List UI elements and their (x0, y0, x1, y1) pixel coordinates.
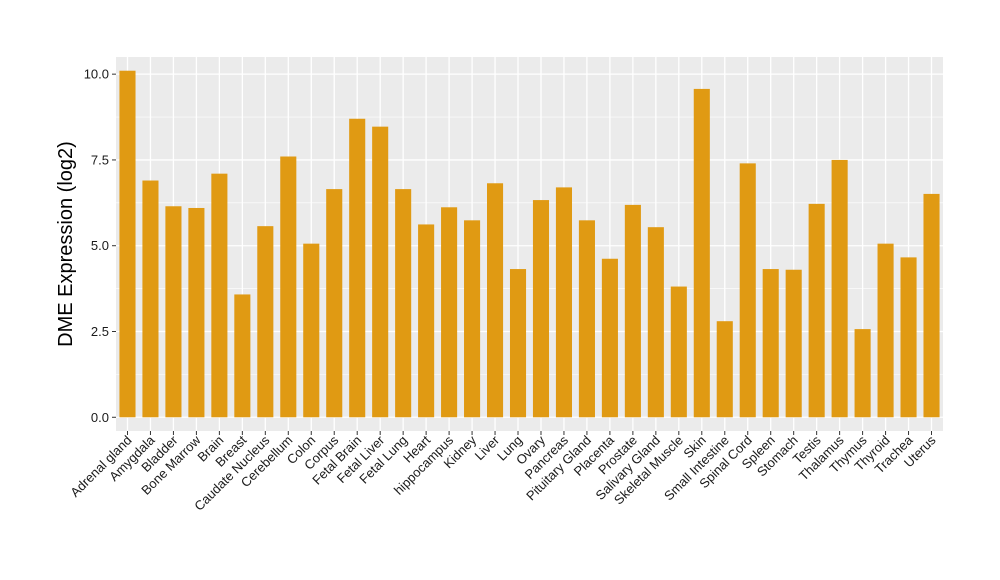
bar-fetal-liver (372, 126, 389, 418)
bar-spinal-cord (739, 163, 756, 418)
bar-spleen (762, 269, 779, 418)
bar-corpus (326, 189, 343, 418)
x-tick-label: Liver (472, 432, 503, 463)
bar-cerebellum (280, 156, 297, 418)
bar-prostate (624, 204, 641, 418)
bar-pancreas (555, 187, 572, 418)
bar-stomach (785, 269, 802, 418)
bar-liver (487, 183, 504, 418)
bar-breast (234, 294, 251, 418)
bar-salivary-gland (647, 227, 664, 418)
plot-panel (116, 57, 943, 431)
bar-trachea (900, 257, 917, 418)
bar-thalamus (831, 159, 848, 418)
bar-skeletal-muscle (670, 286, 687, 418)
bar-brain (211, 173, 228, 418)
y-tick-label: 0.0 (91, 410, 109, 425)
bar-colon (303, 243, 320, 418)
y-axis-title: DME Expression (log2) (55, 141, 77, 347)
bar-ovary (532, 200, 550, 418)
bar-kidney (464, 220, 481, 418)
y-tick-label: 2.5 (91, 324, 109, 339)
bar-pituitary-gland (578, 220, 595, 418)
bar-heart (418, 224, 435, 418)
bar-amygdala (142, 180, 159, 418)
y-axis: 0.0 2.5 5.0 7.5 10.0 (84, 67, 116, 425)
bar-placenta (601, 258, 618, 418)
bar-small-intestine (716, 321, 733, 418)
bar-testis (808, 203, 825, 418)
bars (119, 70, 940, 418)
minor-gridlines (116, 116, 943, 375)
bar-caudate-nucleus (257, 226, 274, 418)
bar-thyroid (877, 243, 894, 418)
bar-bladder (165, 206, 182, 418)
bar-bone-marrow (188, 207, 205, 418)
y-tick-label: 10.0 (84, 67, 109, 82)
bar-uterus (923, 193, 940, 418)
bar-lung (509, 269, 527, 418)
bar-fetal-lung (395, 189, 412, 418)
bar-hippocampus (441, 207, 458, 418)
bar-skin (693, 88, 710, 418)
bar-adrenal-gland (119, 70, 136, 418)
y-tick-label: 7.5 (91, 152, 109, 167)
y-tick-label: 5.0 (91, 238, 109, 253)
bar-fetal-brain (349, 118, 366, 418)
bar-thymus (854, 329, 871, 418)
